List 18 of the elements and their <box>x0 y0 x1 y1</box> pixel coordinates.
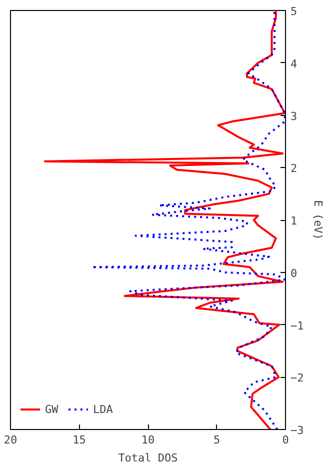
y-tick-label: 1 <box>290 214 298 228</box>
x-tick-label: 10 <box>141 434 155 446</box>
y-tick-label: 2 <box>290 162 298 176</box>
y-axis-title: E (eV) <box>312 200 325 240</box>
y-tick-label: 5 <box>290 5 298 18</box>
y-tick-label: −3 <box>290 424 304 437</box>
x-tick-label: 20 <box>4 434 18 446</box>
x-axis-title: Total DOS <box>118 452 178 464</box>
legend-label: GW <box>45 402 60 416</box>
y-tick-label: −1 <box>290 319 304 332</box>
y-tick-label: 4 <box>290 57 298 70</box>
y-tick-label: 3 <box>290 110 298 123</box>
x-tick-label: 0 <box>282 434 289 446</box>
x-tick-label: 15 <box>72 434 86 446</box>
legend-label: LDA <box>93 402 113 416</box>
y-tick-label: −2 <box>290 372 304 385</box>
y-tick-label: 0 <box>290 266 298 280</box>
x-tick-label: 5 <box>213 434 220 446</box>
